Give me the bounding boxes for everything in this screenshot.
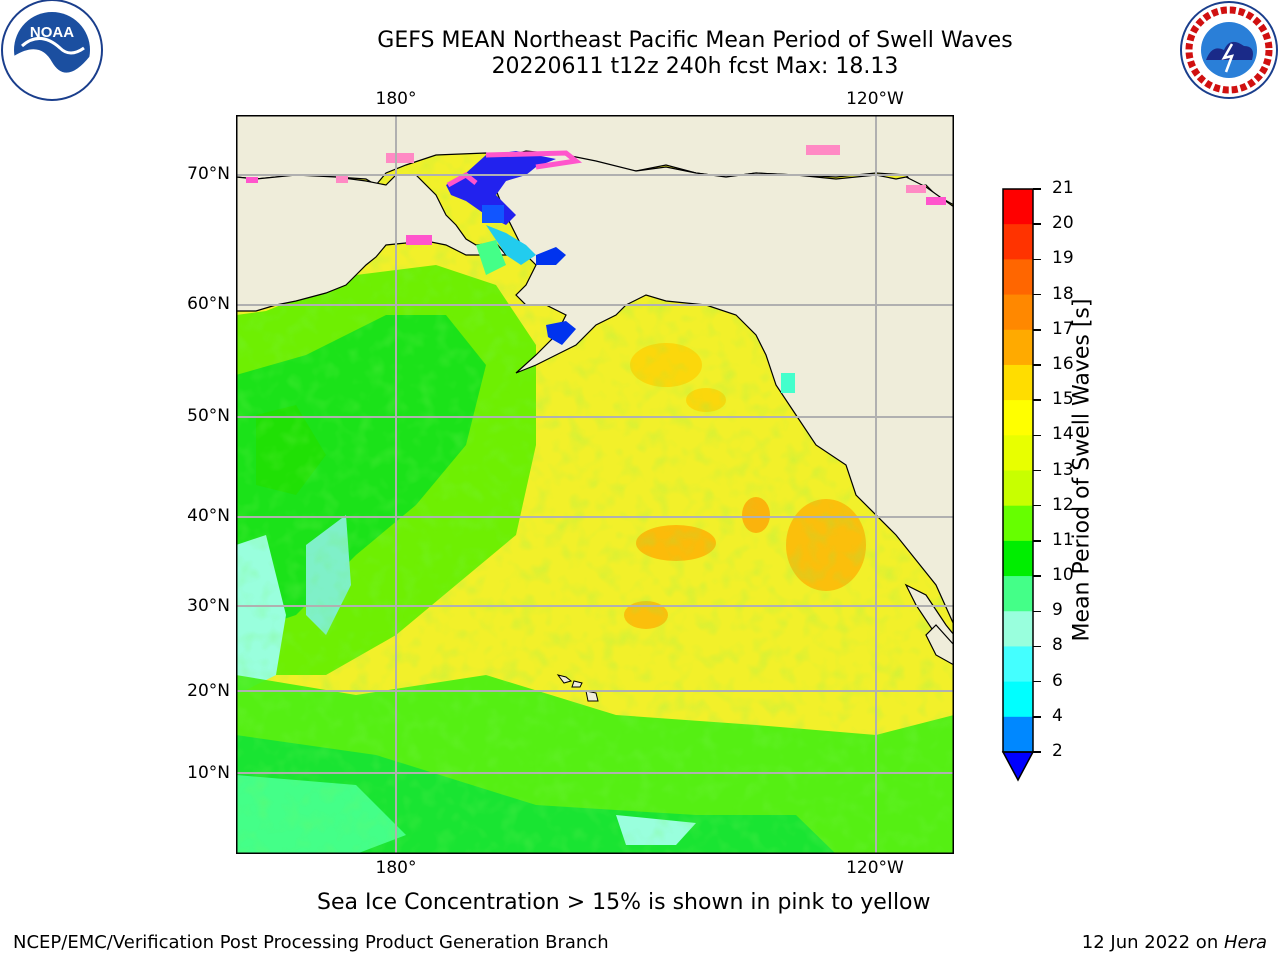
colorbar-tick-label: 15 [1052,389,1074,410]
footer-date-text: 12 Jun 2022 on [1081,932,1224,953]
chart-subtitle: 20220611 t12z 240h fcst Max: 18.13 [491,54,899,79]
colorbar-band [1003,505,1033,542]
colorbar-band [1003,716,1033,753]
colorbar-band [1003,400,1033,436]
colorbar-tick-label: 2 [1052,741,1063,761]
colorbar-band [1003,364,1033,401]
lon-label-top-120w: 120°W [846,89,904,109]
colorbar-band [1003,470,1033,507]
lon-label-bottom-120w: 120°W [846,858,904,878]
lat-label-60n: 60°N [187,294,230,314]
colorbar-tick-label: 21 [1052,178,1074,198]
colorbar-tick-label: 8 [1052,635,1063,656]
lat-label-50n: 50°N [187,406,230,426]
colorbar-label: Mean Period of Swell Waves [s] [1069,298,1095,642]
colorbar-tick-label: 17 [1052,318,1074,339]
colorbar-tick-mark [1033,399,1041,401]
colorbar-band [1003,294,1033,331]
colorbar-band [1003,329,1033,366]
colorbar-tick-mark [1033,293,1041,296]
colorbar-band [1003,681,1033,718]
colorbar-tick-label: 16 [1052,353,1074,374]
lon-label-bottom-180: 180° [375,858,417,878]
colorbar-tick-label: 11 [1052,529,1074,550]
colorbar-tick-mark [1033,751,1041,753]
colorbar-tick-label: 10 [1052,565,1074,586]
colorbar-tick-mark [1033,329,1041,331]
colorbar-tick-mark [1033,610,1041,612]
colorbar-tick-mark [1033,258,1041,261]
colorbar-band [1003,611,1033,647]
lat-label-30n: 30°N [187,596,230,616]
nws-logo-icon [1180,1,1278,99]
colorbar-band [1003,259,1033,296]
colorbar-tick-mark [1033,188,1041,190]
lat-label-20n: 20°N [187,681,230,701]
colorbar-band [1003,435,1033,471]
colorbar-tick-mark [1033,540,1041,542]
colorbar-band [1003,576,1033,612]
sea-ice-note: Sea Ice Concentration > 15% is shown in … [317,890,931,915]
lat-label-70n: 70°N [187,164,230,184]
colorbar-band [1003,540,1033,577]
colorbar-tick-mark [1033,469,1041,472]
colorbar-tick-label: 4 [1052,705,1063,726]
footer-host: Hera [1223,932,1267,953]
lat-label-10n: 10°N [187,763,230,783]
colorbar-band [1003,224,1033,260]
colorbar-tick-label: 6 [1052,670,1063,691]
colorbar-tick-label: 20 [1052,213,1074,234]
colorbar-tick-mark [1033,680,1041,683]
lon-label-top-180: 180° [375,89,417,109]
colorbar-band [1003,189,1033,225]
colorbar-tick-mark [1033,504,1041,507]
lat-label-40n: 40°N [187,506,230,526]
noaa-logo-icon: NOAA [1,0,103,101]
colorbar-tick-mark [1033,575,1041,577]
colorbar-band [1003,646,1033,683]
colorbar-tick-mark [1033,223,1041,225]
colorbar-tick-mark [1033,716,1041,718]
colorbar-tick-label: 18 [1052,283,1074,304]
chart-title: GEFS MEAN Northeast Pacific Mean Period … [377,28,1013,53]
colorbar-tick-label: 13 [1052,459,1074,480]
colorbar-tick-label: 9 [1052,600,1063,621]
colorbar-tick-label: 12 [1052,494,1074,515]
colorbar-under-arrow [1001,751,1035,782]
map-graticule [236,115,954,854]
footer-credit: NCEP/EMC/Verification Post Processing Pr… [13,932,609,953]
colorbar-tick-label: 19 [1052,248,1074,269]
colorbar-tick-mark [1033,645,1041,648]
colorbar-tick-mark [1033,364,1041,366]
colorbar-tick-label: 14 [1052,424,1074,445]
colorbar-tick-mark [1033,434,1041,437]
sea-ice-blue-region [446,151,556,225]
map-panel [236,115,954,854]
noaa-logo-text: NOAA [30,24,74,41]
footer-date: 12 Jun 2022 on Hera [1082,932,1267,953]
colorbar [1001,188,1035,782]
